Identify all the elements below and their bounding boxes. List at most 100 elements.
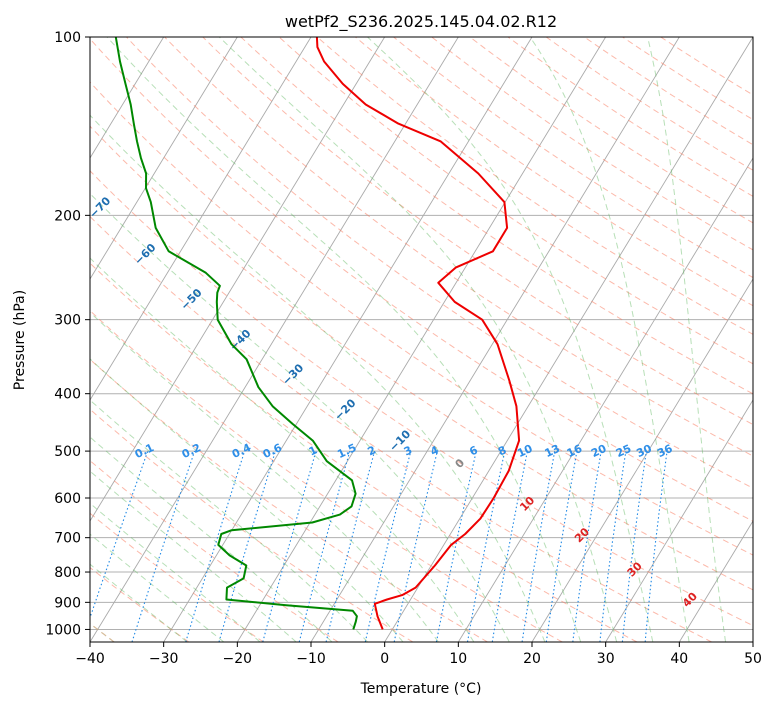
x-tick-label: 40 <box>670 651 688 667</box>
dry-adiabat-line <box>90 81 753 556</box>
dry-adiabat-line <box>90 262 638 642</box>
y-axis-label: Pressure (hPa) <box>12 290 28 390</box>
dry-adiabat-label: 10 <box>517 494 537 514</box>
mixing-ratio-label: 16 <box>565 442 585 460</box>
temperature-profile-line <box>315 37 521 630</box>
mixing-ratio-line <box>599 451 627 642</box>
y-tick-label: 700 <box>54 531 81 547</box>
isotherm-line <box>531 278 753 642</box>
moist-adiabat-line <box>90 192 510 642</box>
mixing-ratio-line <box>545 451 578 642</box>
isotherm-line <box>678 520 753 642</box>
dry-adiabat-label: −90 <box>0 108 19 135</box>
mixing-ratio-line <box>644 451 668 642</box>
x-axis-label: Temperature (°C) <box>360 681 482 697</box>
y-tick-label: 800 <box>54 565 81 581</box>
dry-adiabat-line <box>393 37 753 279</box>
moist-adiabat-line <box>90 358 404 642</box>
moist-adiabat-line <box>90 502 261 642</box>
mixing-ratio-line <box>466 450 506 642</box>
dry-adiabat-label: 20 <box>572 525 592 545</box>
x-tick-label: −40 <box>75 651 105 667</box>
x-tick-label: 10 <box>449 651 467 667</box>
mixing-ratio-line <box>131 450 196 642</box>
isotherm-line <box>236 37 607 642</box>
isotherm-line <box>90 37 459 642</box>
isotherm-line <box>90 37 165 159</box>
mixing-ratio-line <box>325 450 376 642</box>
mixing-ratio-line <box>491 450 529 642</box>
dry-adiabat-label: −70 <box>87 194 114 221</box>
y-tick-label: 400 <box>54 387 81 403</box>
mixing-ratio-line <box>262 450 317 642</box>
mixing-ratio-line <box>621 451 647 642</box>
dry-adiabat-line <box>622 37 753 121</box>
chart-title: wetPf2_S236.2025.145.04.02.R12 <box>285 12 557 32</box>
dry-adiabat-line <box>90 125 753 591</box>
x-tick-label: 50 <box>744 651 762 667</box>
moist-adiabat-line <box>106 37 582 642</box>
moist-adiabat-line <box>90 311 439 642</box>
y-tick-label: 100 <box>54 30 81 46</box>
moist-adiabat-line <box>218 37 618 642</box>
mixing-ratio-label: 1.5 <box>335 441 358 461</box>
y-tick-label: 600 <box>54 491 81 507</box>
dry-adiabat-line <box>90 358 488 642</box>
moist-adiabat-line <box>90 563 188 642</box>
axes: −40 −30 −20 −10 0 10 20 30 40 5010009008007006005… <box>45 30 762 667</box>
dry-adiabat-line <box>90 512 264 642</box>
dry-adiabat-line <box>240 37 753 395</box>
dry-adiabat-line <box>90 459 339 642</box>
mixing-ratio-label: 30 <box>634 442 654 460</box>
dry-adiabat-line <box>90 566 190 642</box>
isotherm-line <box>457 157 753 642</box>
dry-adiabat-label: −20 <box>332 396 359 423</box>
mixing-ratio-line <box>393 450 438 642</box>
mixing-ratio-label: 0.6 <box>261 441 284 461</box>
y-tick-label: 500 <box>54 444 81 460</box>
dry-adiabat-line <box>278 37 753 365</box>
mixing-ratio-label: 36 <box>655 442 675 460</box>
moist-adiabat-line <box>90 114 546 642</box>
x-tick-label: −10 <box>296 651 326 667</box>
x-tick-label: −20 <box>223 651 253 667</box>
dry-adiabat-label: 0 <box>453 456 468 471</box>
mixing-ratio-line <box>90 450 149 620</box>
mixing-ratio-label: 0.1 <box>133 441 156 461</box>
mixing-ratio-label: 25 <box>614 442 633 460</box>
isotherm-line <box>90 37 386 522</box>
y-tick-label: 1000 <box>45 622 81 638</box>
moist-adiabat-line <box>529 37 690 642</box>
moist-adiabat-line <box>367 37 654 642</box>
dry-adiabat-line <box>90 309 563 642</box>
mixing-ratio-line <box>298 450 351 642</box>
x-tick-label: −30 <box>149 651 179 667</box>
moist-adiabat-line <box>90 436 333 642</box>
dry-adiabat-line <box>90 408 414 642</box>
moist-adiabat-line <box>647 37 726 642</box>
mixing-ratio-label: 20 <box>589 442 609 460</box>
mixing-ratio-line <box>185 450 246 642</box>
x-tick-label: 30 <box>597 651 615 667</box>
dry-adiabat-line <box>431 37 753 251</box>
x-tick-label: 0 <box>380 651 389 667</box>
mixing-ratio-line <box>364 450 412 642</box>
moist-adiabat-line <box>90 257 475 642</box>
dewpoint-profile-line <box>114 37 358 630</box>
dry-adiabat-line <box>469 37 753 224</box>
dry-adiabat-line <box>90 170 753 627</box>
dry-adiabat-label: 30 <box>625 559 645 579</box>
mixing-ratio-label: 10 <box>515 442 535 460</box>
isotherm-line <box>384 37 753 642</box>
isotherm-line <box>90 37 238 280</box>
moist-adiabat-line <box>90 533 225 642</box>
dry-adiabat-label: −60 <box>132 241 159 268</box>
isotherm-line <box>752 641 753 642</box>
y-tick-label: 900 <box>54 595 81 611</box>
isotherm-line <box>163 37 533 642</box>
mixing-ratio-line <box>572 451 602 642</box>
dry-adiabat-line <box>90 38 753 522</box>
moist-adiabat-line <box>90 470 297 642</box>
profile-lines <box>114 37 521 630</box>
